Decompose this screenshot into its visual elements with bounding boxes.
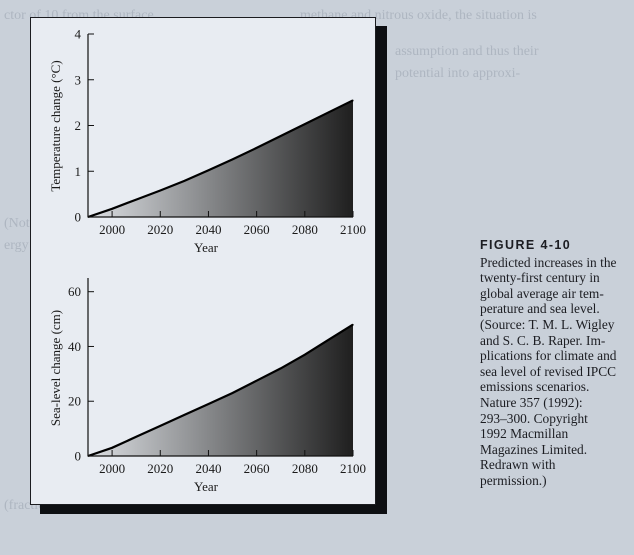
sea-data-point	[207, 403, 210, 405]
sea-xtick-label: 2100	[340, 461, 366, 476]
page-bleed-text: potential into approxi-	[395, 66, 521, 81]
temp-xticks: 2000 2020 2040 2060 2080 2100	[99, 211, 366, 237]
temp-data-point	[304, 123, 306, 125]
figure-label: FIGURE 4-10	[480, 238, 572, 252]
temp-xtick-label: 2060	[244, 222, 270, 237]
sea-data-point	[256, 380, 258, 382]
temp-ytick-label: 3	[75, 72, 82, 87]
temp-data-point	[159, 189, 161, 192]
page-bleed-text: assumption and thus their	[395, 44, 539, 59]
temp-area-fill	[88, 100, 353, 217]
temp-series-line	[87, 99, 354, 219]
sea-axes	[87, 278, 353, 457]
temp-data-point	[280, 135, 282, 137]
figure-caption: FIGURE 4-10 Predicted increases in the t…	[480, 238, 632, 489]
temp-ytick-label: 2	[75, 118, 82, 133]
sea-xlabel: Year	[194, 479, 219, 494]
sea-data-point	[304, 354, 306, 356]
sea-xtick-label: 2020	[147, 461, 173, 476]
sea-area-fill	[88, 324, 353, 456]
temp-ytick-label: 0	[75, 210, 82, 225]
sea-area-group	[87, 323, 354, 458]
temp-data-point	[352, 99, 354, 101]
sea-series-line	[87, 323, 354, 458]
sea-xtick-label: 2000	[99, 461, 125, 476]
sea-data-point	[183, 414, 185, 416]
sea-xticks: 2000 2020 2040 2060 2080 2100	[99, 450, 366, 476]
sea-data-point	[231, 392, 234, 394]
temp-area-group	[87, 99, 354, 219]
sea-ylabel: Sea-level change (cm)	[48, 310, 63, 426]
sea-xtick-label: 2080	[292, 461, 318, 476]
sea-ytick-label: 40	[68, 339, 81, 354]
temp-data-point	[231, 158, 234, 160]
temp-data-point	[183, 180, 185, 182]
sea-ytick-label: 20	[68, 394, 81, 409]
temp-data-point	[207, 169, 210, 171]
temperature-chart: 0 1 2 3 4 2000 2020 2040 2060 2080 2100 Temperatu…	[48, 27, 366, 256]
temp-data-point	[111, 208, 113, 210]
temp-ylabel: Temperature change (°C)	[48, 60, 63, 191]
sea-data-point	[352, 324, 354, 326]
temp-data-point	[135, 199, 137, 201]
sea-ytick-label: 0	[75, 449, 82, 464]
temp-xtick-label: 2000	[99, 222, 125, 237]
sea-data-point	[328, 339, 330, 341]
temp-yticks: 0 1 2 3 4	[75, 27, 94, 225]
sea-xtick-label: 2060	[244, 461, 270, 476]
sea-data-point	[135, 436, 137, 438]
temp-data-point	[256, 147, 258, 149]
temp-xtick-label: 2020	[147, 222, 173, 237]
temp-ytick-label: 4	[75, 27, 82, 42]
temp-xlabel: Year	[194, 240, 219, 255]
sea-xtick-label: 2040	[195, 461, 221, 476]
temp-xtick-label: 2100	[340, 222, 366, 237]
figure-caption-text: Predicted increases in the twenty-first …	[480, 254, 617, 488]
temp-xtick-label: 2040	[195, 222, 221, 237]
sea-ytick-label: 60	[68, 284, 81, 299]
temp-ytick-label: 1	[75, 164, 82, 179]
sea-data-point	[159, 425, 161, 427]
temp-xtick-label: 2080	[292, 222, 318, 237]
temp-data-point	[328, 111, 330, 113]
sea-yticks: 0 20 40 60	[68, 284, 94, 464]
sea-data-point	[111, 447, 113, 449]
sea-data-point	[280, 367, 282, 369]
